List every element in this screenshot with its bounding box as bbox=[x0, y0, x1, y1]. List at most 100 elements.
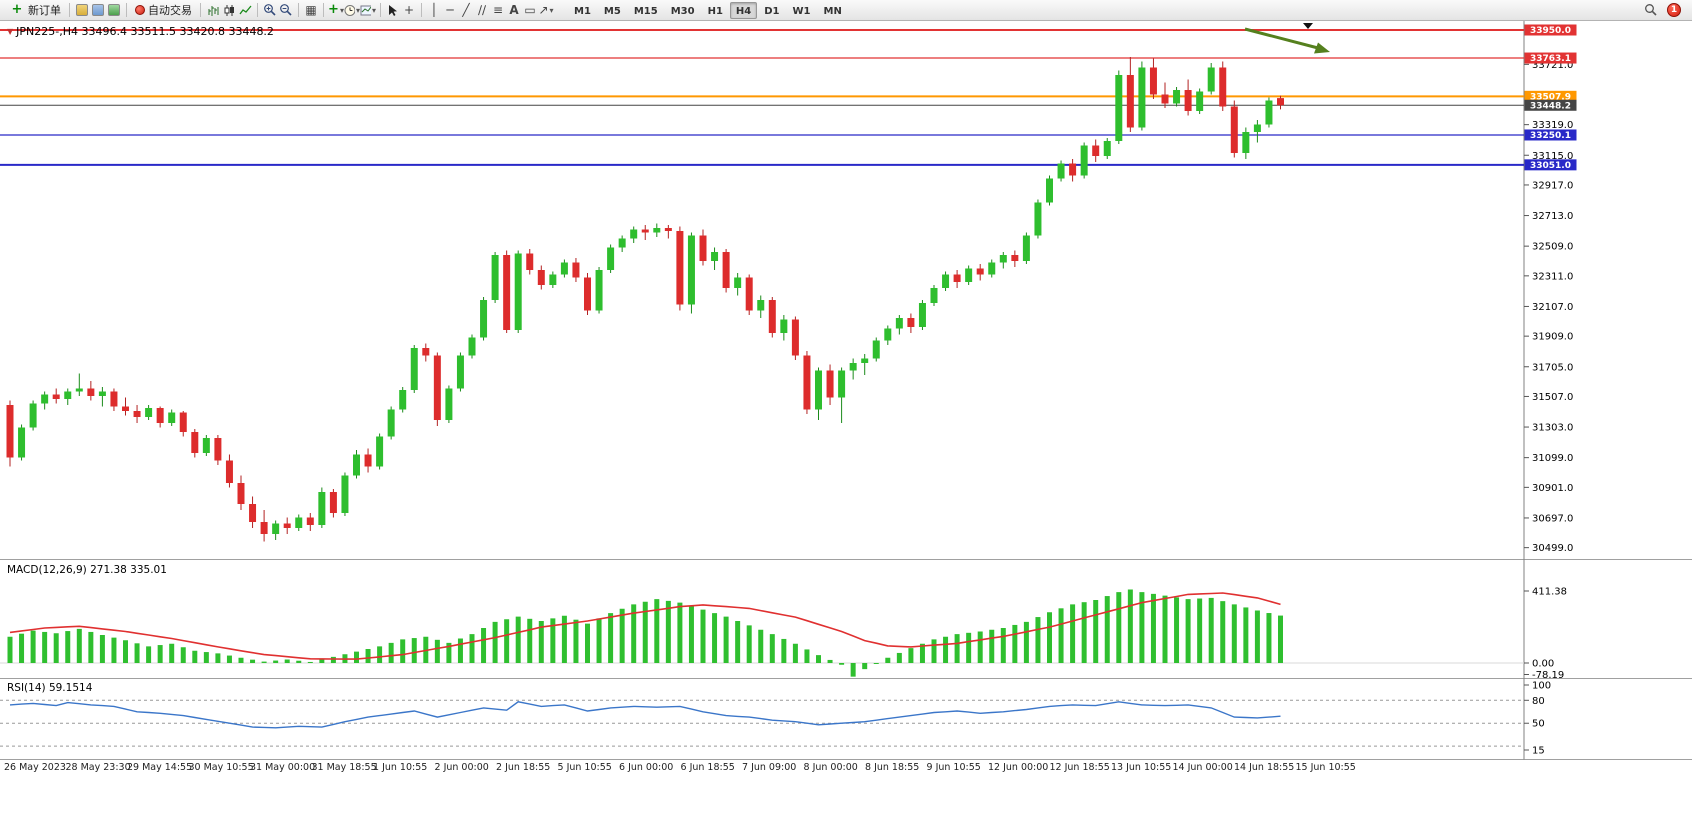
svg-text:30901.0: 30901.0 bbox=[1532, 483, 1573, 494]
svg-text:33763.1: 33763.1 bbox=[1530, 54, 1571, 64]
svg-text:9 Jun 10:55: 9 Jun 10:55 bbox=[927, 762, 981, 773]
new-order-label: 新订单 bbox=[28, 4, 61, 17]
svg-text:8 Jun 18:55: 8 Jun 18:55 bbox=[865, 762, 919, 773]
timeframe-d1-button[interactable]: D1 bbox=[764, 5, 780, 17]
toolbar-separator bbox=[69, 3, 70, 17]
svg-text:13 Jun 10:55: 13 Jun 10:55 bbox=[1111, 762, 1171, 773]
vertical-line-icon[interactable]: │ bbox=[430, 3, 438, 17]
svg-text:30499.0: 30499.0 bbox=[1532, 543, 1573, 554]
svg-text:12 Jun 00:00: 12 Jun 00:00 bbox=[988, 762, 1048, 773]
cursor-icon[interactable] bbox=[385, 2, 401, 19]
timeframe-mn-button[interactable]: MN bbox=[823, 5, 842, 17]
new-order-button[interactable]: + 新订单 bbox=[5, 1, 65, 19]
timeframe-w1-button[interactable]: W1 bbox=[792, 5, 811, 17]
annotation-arrow[interactable] bbox=[1244, 27, 1319, 50]
templates-button[interactable]: ▾ bbox=[360, 2, 376, 19]
svg-text:33950.0: 33950.0 bbox=[1530, 26, 1571, 36]
svg-text:411.38: 411.38 bbox=[1532, 587, 1567, 598]
svg-text:14 Jun 00:00: 14 Jun 00:00 bbox=[1173, 762, 1233, 773]
channel-icon[interactable]: ∕∕ bbox=[477, 3, 487, 17]
svg-text:32917.0: 32917.0 bbox=[1532, 180, 1573, 191]
toolbar-separator bbox=[257, 3, 258, 17]
candlestick-chart-icon[interactable] bbox=[221, 2, 237, 19]
symbol-ohlc-text: JPN225-,H4 33496.4 33511.5 33420.8 33448… bbox=[16, 25, 274, 38]
arrows-tool-button[interactable]: ↗ ▾ bbox=[538, 3, 554, 17]
tile-windows-icon[interactable]: ▦ bbox=[305, 3, 317, 17]
price-chart-canvas[interactable]: 33721.0 33319.0 33115.0 32917.0 32713.0 32509… bbox=[0, 21, 1692, 837]
fibonacci-icon[interactable]: ≡ bbox=[492, 3, 504, 17]
svg-text:26 May 2023: 26 May 2023 bbox=[4, 762, 66, 773]
notification-badge[interactable]: 1 bbox=[1667, 3, 1681, 17]
svg-text:31 May 18:55: 31 May 18:55 bbox=[312, 762, 377, 773]
svg-text:33448.2: 33448.2 bbox=[1530, 101, 1571, 111]
text-label-icon[interactable]: ▭ bbox=[524, 3, 536, 17]
rsi-line bbox=[9, 701, 1281, 729]
timeframe-m30-button[interactable]: M30 bbox=[670, 5, 695, 17]
svg-text:2 Jun 00:00: 2 Jun 00:00 bbox=[435, 762, 489, 773]
svg-text:33721.0: 33721.0 bbox=[1532, 60, 1573, 71]
svg-text:5 Jun 10:55: 5 Jun 10:55 bbox=[558, 762, 612, 773]
main-toolbar: + 新订单 自动交易 ▦ + ▾ bbox=[0, 0, 1692, 21]
svg-text:32311.0: 32311.0 bbox=[1532, 271, 1573, 282]
bar-chart-icon[interactable] bbox=[205, 2, 221, 19]
svg-text:50: 50 bbox=[1532, 719, 1545, 730]
svg-text:33115.0: 33115.0 bbox=[1532, 151, 1573, 162]
svg-text:33051.0: 33051.0 bbox=[1530, 161, 1571, 171]
refresh-icon[interactable] bbox=[106, 2, 122, 19]
horizontal-level-lines[interactable] bbox=[0, 29, 1524, 166]
chart-profile-icon[interactable] bbox=[74, 2, 90, 19]
periods-button[interactable]: ▾ bbox=[344, 2, 360, 19]
new-order-icon: + bbox=[11, 2, 23, 17]
svg-text:30697.0: 30697.0 bbox=[1532, 513, 1573, 524]
trendline-icon[interactable]: ╱ bbox=[462, 3, 470, 17]
text-tool-icon[interactable]: A bbox=[509, 3, 519, 17]
search-icon[interactable] bbox=[1643, 2, 1659, 19]
timeframe-m15-button[interactable]: M15 bbox=[633, 5, 658, 17]
timeframe-m5-button[interactable]: M5 bbox=[603, 5, 621, 17]
svg-text:31303.0: 31303.0 bbox=[1532, 423, 1573, 434]
indicators-button[interactable]: + ▾ bbox=[328, 2, 344, 17]
chevron-down-icon: ▾ bbox=[549, 5, 554, 15]
svg-text:31705.0: 31705.0 bbox=[1532, 362, 1573, 373]
svg-text:7 Jun 09:00: 7 Jun 09:00 bbox=[742, 762, 796, 773]
auto-trading-label: 自动交易 bbox=[148, 4, 192, 17]
svg-text:2 Jun 18:55: 2 Jun 18:55 bbox=[496, 762, 550, 773]
svg-text:32107.0: 32107.0 bbox=[1532, 302, 1573, 313]
svg-text:-78.19: -78.19 bbox=[1532, 670, 1564, 681]
chart-shift-marker bbox=[1303, 23, 1313, 29]
svg-text:12 Jun 18:55: 12 Jun 18:55 bbox=[1050, 762, 1110, 773]
svg-text:33319.0: 33319.0 bbox=[1532, 120, 1573, 131]
toolbar-separator bbox=[421, 3, 422, 17]
svg-text:100: 100 bbox=[1532, 681, 1551, 692]
data-window-icon[interactable] bbox=[90, 2, 106, 19]
svg-text:32713.0: 32713.0 bbox=[1532, 211, 1573, 222]
crosshair-icon[interactable]: + bbox=[403, 3, 415, 17]
line-chart-icon[interactable] bbox=[237, 2, 253, 19]
zoom-in-icon[interactable] bbox=[262, 2, 278, 19]
chart-symbol-readout: ▼ JPN225-,H4 33496.4 33511.5 33420.8 3344… bbox=[7, 25, 274, 38]
svg-text:30 May 10:55: 30 May 10:55 bbox=[189, 762, 254, 773]
svg-text:14 Jun 18:55: 14 Jun 18:55 bbox=[1234, 762, 1294, 773]
svg-text:32509.0: 32509.0 bbox=[1532, 242, 1573, 253]
zoom-out-icon[interactable] bbox=[278, 2, 294, 19]
svg-text:15: 15 bbox=[1532, 746, 1545, 757]
svg-text:28 May 23:30: 28 May 23:30 bbox=[66, 762, 131, 773]
svg-text:31099.0: 31099.0 bbox=[1532, 453, 1573, 464]
svg-text:31507.0: 31507.0 bbox=[1532, 392, 1573, 403]
price-axis: 33721.0 33319.0 33115.0 32917.0 32713.0 32509… bbox=[1524, 60, 1573, 554]
svg-text:80: 80 bbox=[1532, 696, 1545, 707]
chevron-down-icon: ▾ bbox=[371, 5, 376, 15]
toolbar-separator bbox=[126, 3, 127, 17]
timeframe-h4-button[interactable]: H4 bbox=[729, 1, 758, 19]
timeframe-m1-button[interactable]: M1 bbox=[574, 5, 591, 17]
horizontal-line-icon[interactable]: ─ bbox=[446, 3, 454, 17]
annotation-arrow-head bbox=[1314, 42, 1330, 54]
timeframe-h1-button[interactable]: H1 bbox=[707, 5, 723, 17]
svg-text:33250.1: 33250.1 bbox=[1530, 131, 1571, 141]
chart-area: 33721.0 33319.0 33115.0 32917.0 32713.0 32509… bbox=[0, 21, 1692, 837]
auto-trading-button[interactable]: 自动交易 bbox=[131, 1, 196, 19]
svg-text:33507.9: 33507.9 bbox=[1530, 93, 1571, 103]
